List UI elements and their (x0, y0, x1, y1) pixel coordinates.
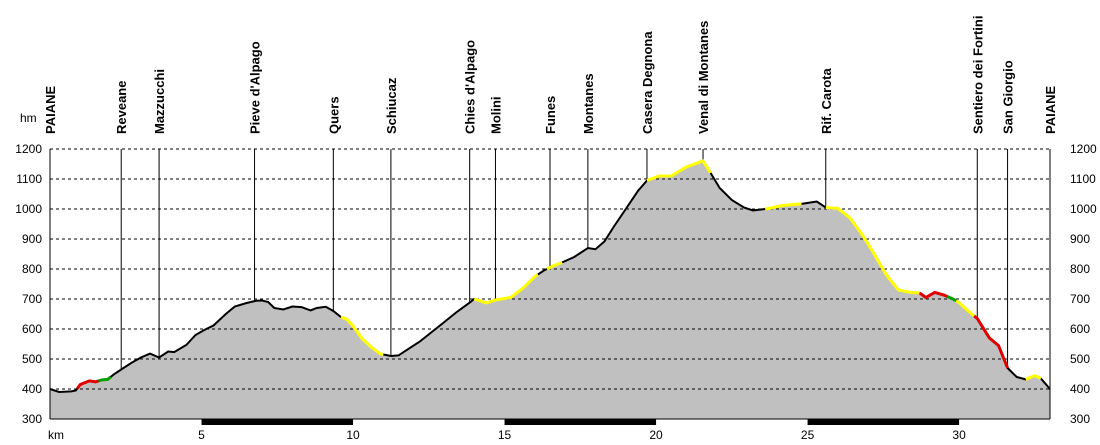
difficulty-segment-green (98, 375, 112, 383)
difficulty-segment-easy (473, 273, 539, 305)
waypoint-label: Pieve d'Alpago (248, 41, 263, 134)
x-tick-label: 25 (801, 428, 815, 442)
difficulty-segment-green (946, 295, 957, 303)
x-tick-label: 20 (649, 428, 663, 442)
y-axis-unit-label: hm (20, 111, 37, 125)
waypoint-label: San Giorgio (1001, 60, 1016, 134)
scale-band (504, 419, 657, 425)
y-tick-label-right: 600 (1070, 322, 1090, 336)
waypoint-label: Chies d'Alpago (463, 40, 478, 134)
waypoint-label: Venal di Montanes (696, 21, 711, 134)
difficulty-segment-easy (825, 206, 920, 295)
difficulty-segment-easy (546, 261, 563, 271)
x-axis-unit-label: km (48, 428, 64, 442)
waypoint-label: Molini (488, 96, 503, 134)
waypoint-label: PAIANE (43, 86, 58, 134)
profile-area (50, 161, 1050, 419)
x-tick-label: 15 (498, 428, 512, 442)
y-tick-label-left: 1100 (16, 172, 42, 186)
waypoint-label: Schiucaz (384, 77, 399, 134)
scale-band (807, 419, 960, 425)
y-tick-label-right: 500 (1070, 352, 1090, 366)
y-tick-label-left: 1000 (15, 202, 42, 216)
x-tick-label: 10 (346, 428, 360, 442)
waypoint-label: Rif. Carota (819, 68, 834, 135)
difficulty-segments-layer (76, 159, 1042, 390)
waypoint-labels-layer: PAIANE Reveane Mazzucchi Pieve d'Alpago Quer… (43, 16, 1058, 134)
profile-fill-layer (50, 161, 1050, 419)
scale-band (201, 419, 354, 425)
y-tick-label-left: 600 (22, 322, 42, 336)
y-tick-label-right: 400 (1070, 382, 1090, 396)
difficulty-segment-hard (973, 314, 1009, 369)
waypoint-label: Funes (543, 96, 558, 134)
difficulty-segment-hard (918, 290, 948, 300)
y-tick-label-left: 400 (22, 382, 42, 396)
waypoint-lines-layer (120, 149, 1009, 370)
y-tick-label-left: 300 (22, 412, 42, 426)
difficulty-segment-easy (340, 315, 384, 356)
y-tick-label-right: 1000 (1070, 202, 1097, 216)
y-tick-label-left: 700 (22, 292, 42, 306)
waypoint-label: Quers (326, 96, 341, 134)
x-tick-label: 5 (198, 428, 205, 442)
waypoint-label: Montanes (581, 73, 596, 134)
y-tick-label-left: 900 (22, 232, 42, 246)
axes-layer: 300 300 400 400 500 500 600 600 700 700 800 800 900 9… (15, 142, 1097, 442)
waypoint-label: Sentiero dei Fortini (970, 16, 985, 134)
difficulty-segment-easy (646, 159, 712, 182)
difficulty-segment-easy (1025, 373, 1042, 381)
x-tick-label: 30 (952, 428, 966, 442)
y-tick-label-right: 900 (1070, 232, 1090, 246)
y-tick-label-right: 1200 (1070, 142, 1097, 156)
y-tick-label-left: 500 (22, 352, 42, 366)
y-tick-label-right: 1100 (1070, 172, 1096, 186)
waypoint-label: Mazzucchi (152, 69, 167, 134)
difficulty-segment-easy (955, 299, 976, 318)
waypoint-label: PAIANE (1043, 86, 1058, 134)
y-tick-label-left: 1200 (15, 142, 42, 156)
difficulty-segment-hard (76, 379, 99, 390)
waypoint-label: Reveane (114, 81, 129, 134)
y-tick-label-left: 800 (22, 262, 42, 276)
y-tick-label-right: 300 (1070, 412, 1090, 426)
waypoint-label: Casera Degnona (640, 31, 655, 134)
difficulty-segment-easy (764, 202, 802, 211)
y-tick-label-right: 800 (1070, 262, 1090, 276)
y-tick-label-right: 700 (1070, 292, 1090, 306)
